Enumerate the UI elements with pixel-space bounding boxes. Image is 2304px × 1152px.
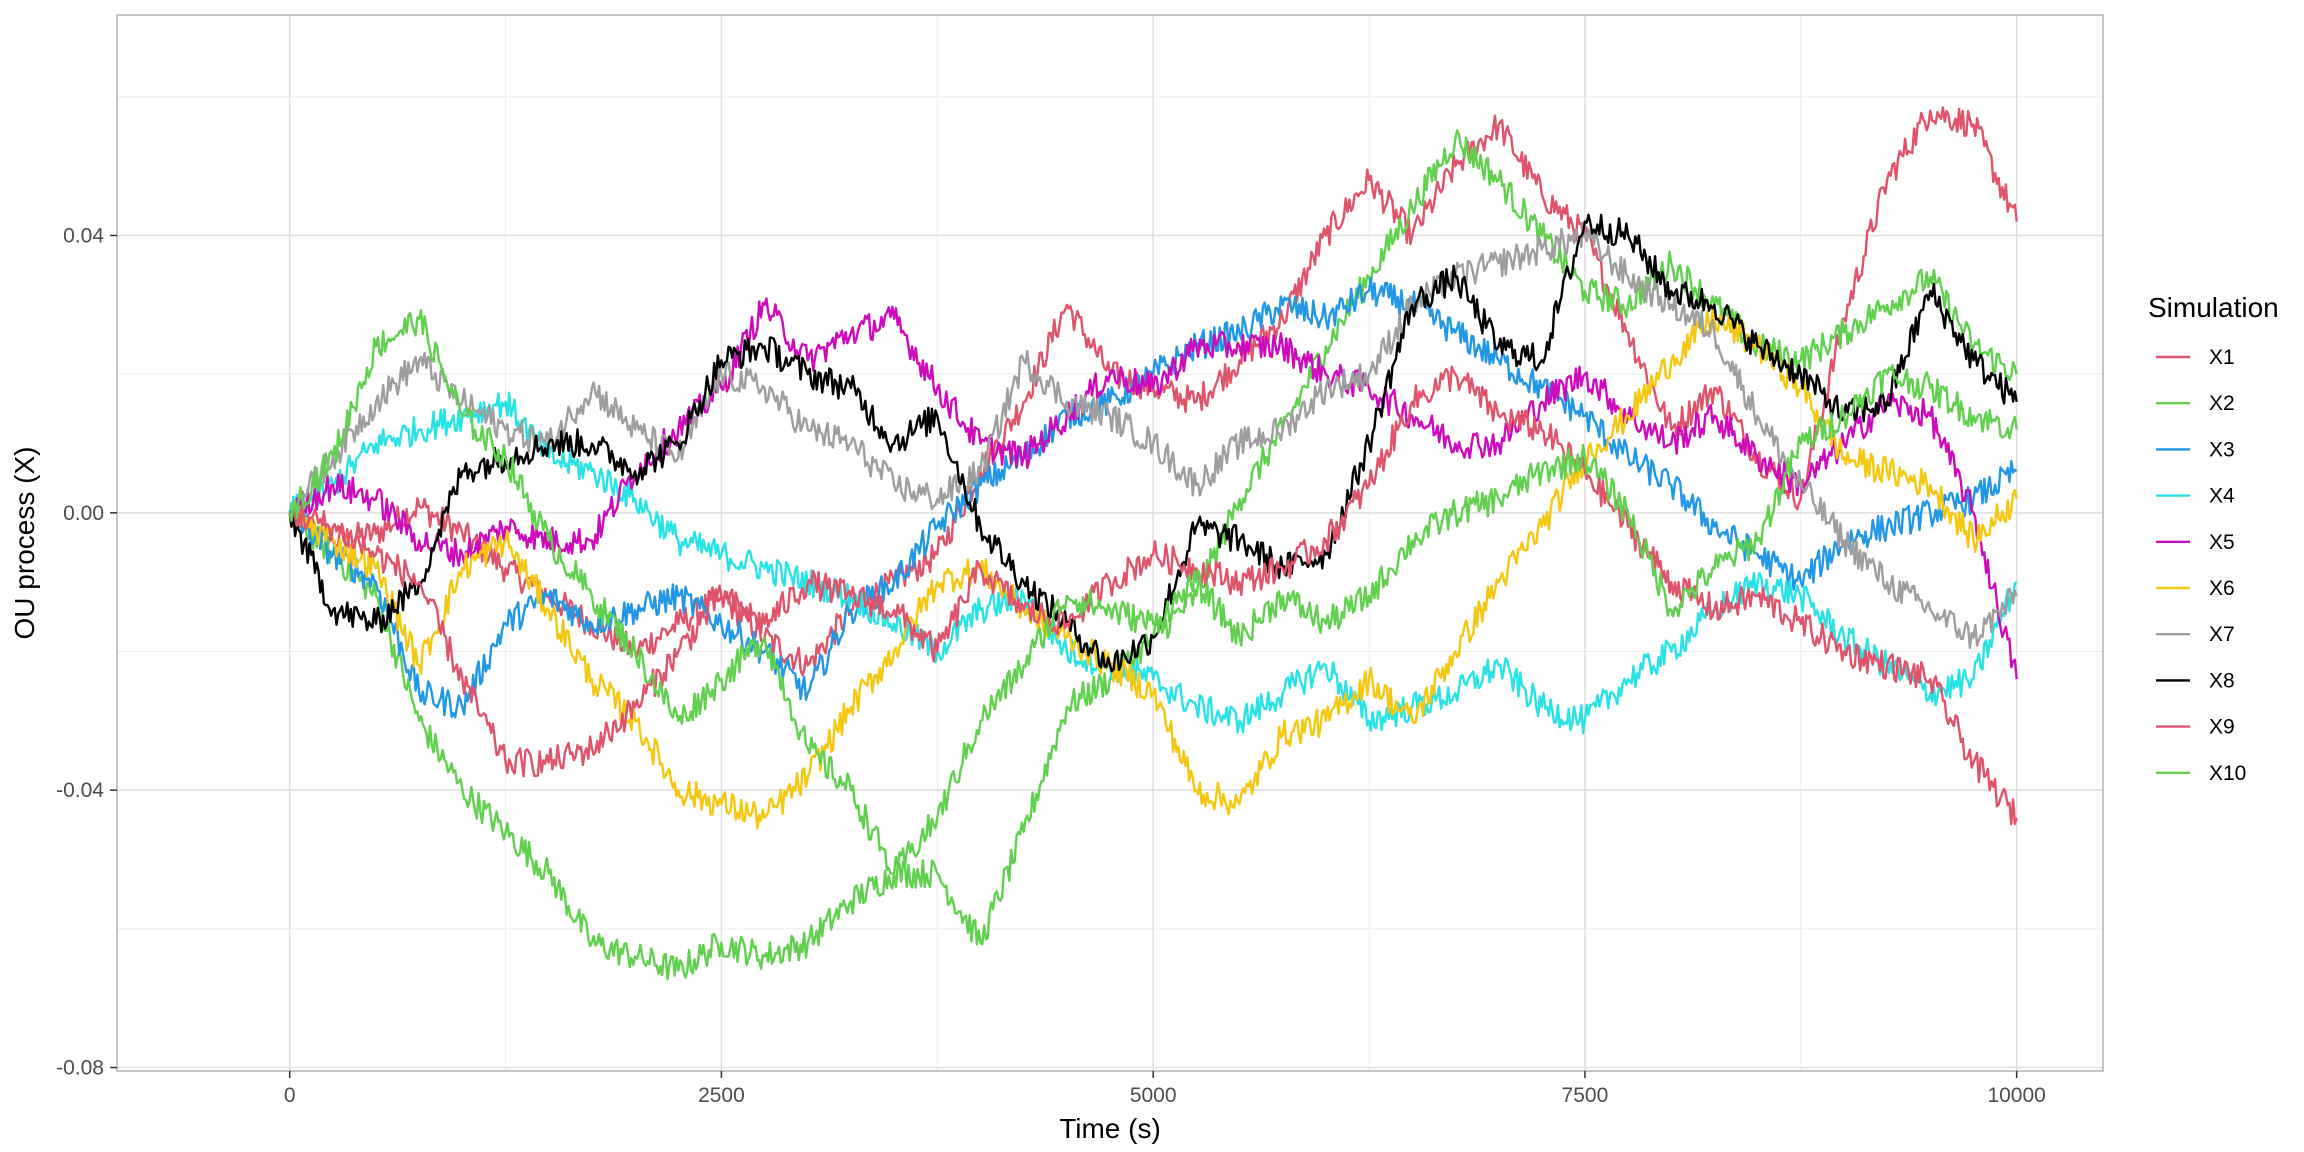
legend-label: X5 (2209, 531, 2235, 554)
series-line-x5 (289, 297, 2018, 680)
legend-item-x8: X8 (2156, 669, 2235, 692)
legend-label: X2 (2209, 392, 2235, 415)
x-tick-label: 10000 (1987, 1084, 2045, 1107)
x-tick-label: 0 (284, 1084, 296, 1107)
series-lines (288, 106, 2018, 981)
legend-item-x6: X6 (2156, 577, 2235, 600)
x-tick-label: 7500 (1562, 1084, 1609, 1107)
series-line-x8 (288, 213, 2018, 673)
legend-items: X1 X2 X3 X4 X5 X6 X7 X8 X9 X10 (2156, 346, 2246, 785)
y-axis-title: OU process (X) (9, 447, 40, 640)
series-line-x3 (288, 276, 2018, 719)
legend-label: X10 (2209, 762, 2246, 785)
series-line-x9 (288, 365, 2018, 826)
legend-label: X8 (2209, 669, 2235, 692)
legend-label: X9 (2209, 716, 2235, 739)
legend-item-x10: X10 (2156, 762, 2246, 785)
legend-item-x1: X1 (2156, 346, 2235, 369)
x-axis-ticks: 0 2500 5000 7500 10000 (284, 1071, 2046, 1107)
legend-item-x5: X5 (2156, 531, 2235, 554)
x-axis-title: Time (s) (1059, 1113, 1161, 1144)
legend-item-x3: X3 (2156, 438, 2235, 461)
series-line-x10 (288, 309, 2018, 875)
legend-item-x4: X4 (2156, 485, 2235, 508)
series-line-x7 (288, 221, 2018, 649)
plot-panel-border (116, 14, 2104, 1072)
x-tick-label: 5000 (1130, 1084, 1177, 1107)
legend-label: X3 (2209, 438, 2235, 461)
legend-label: X6 (2209, 577, 2235, 600)
y-axis-ticks: -0.08 -0.04 0.00 0.04 (56, 224, 117, 1080)
y-tick-label: 0.04 (63, 224, 104, 247)
legend-title: Simulation (2148, 292, 2279, 323)
legend-item-x2: X2 (2156, 392, 2235, 415)
legend-item-x9: X9 (2156, 716, 2235, 739)
legend-label: X4 (2209, 485, 2235, 508)
legend-item-x7: X7 (2156, 623, 2235, 646)
legend-label: X1 (2209, 346, 2235, 369)
legend: Simulation X1 X2 X3 X4 X5 X6 X7 X8 X9 X10 (2148, 292, 2279, 785)
legend-label: X7 (2209, 623, 2235, 646)
y-tick-label: -0.04 (56, 779, 104, 802)
y-tick-label: 0.00 (63, 502, 104, 525)
y-tick-label: -0.08 (56, 1057, 104, 1080)
x-tick-label: 2500 (698, 1084, 745, 1107)
